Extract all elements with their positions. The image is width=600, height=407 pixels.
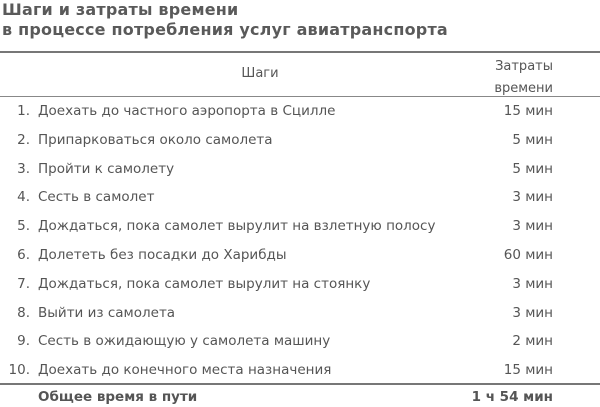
step-time: 15 мин — [503, 362, 553, 379]
table-row: 7. Дождаться, пока самолет вырулит на сто… — [0, 276, 600, 305]
step-number: 3. — [17, 160, 30, 177]
step-time: 60 мин — [503, 247, 553, 263]
header-time-line1: Затраты — [495, 59, 553, 74]
step-text: Припарковаться около самолета — [38, 131, 273, 148]
step-number: 4. — [17, 189, 30, 206]
step-time: 3 мин — [512, 189, 553, 206]
table-row: 5. Дождаться, пока самолет вырулит на взл… — [0, 218, 600, 247]
header-steps: Шаги — [241, 66, 279, 81]
table-row: 6. Долететь без посадки до Харибды 60 мин — [0, 247, 600, 276]
step-number: 7. — [17, 275, 30, 292]
step-text: Сесть в ожидающую у самолета машину — [38, 333, 331, 350]
step-number: 5. — [17, 218, 30, 235]
step-number: 1. — [17, 103, 30, 119]
step-text: Дождаться, пока самолет вырулит на взлет… — [38, 218, 436, 235]
step-time: 3 мин — [512, 304, 553, 321]
step-number: 8. — [17, 304, 30, 321]
step-number: 10. — [8, 362, 30, 379]
step-time: 15 мин — [503, 103, 553, 119]
step-text: Дождаться, пока самолет вырулит на стоян… — [38, 275, 371, 292]
title-line-1: Шаги и затраты времени — [2, 0, 239, 19]
table-row: 10. Доехать до конечного места назначения… — [0, 362, 600, 391]
step-text: Долететь без посадки до Харибды — [38, 247, 287, 263]
step-text: Доехать до частного аэропорта в Сцилле — [38, 103, 336, 119]
step-text: Выйти из самолета — [38, 304, 176, 321]
total-label: Общее время в пути — [38, 389, 198, 405]
step-text: Доехать до конечного места назначения — [38, 362, 332, 379]
header-time-line2: времени — [494, 81, 553, 96]
table-row: 4. Сесть в самолет 3 мин — [0, 189, 600, 218]
step-time: 3 мин — [512, 218, 553, 235]
step-number: 6. — [17, 247, 30, 263]
table-row: 1. Доехать до частного аэропорта в Сцилле… — [0, 103, 600, 132]
header-rule — [0, 96, 600, 97]
table-row: 3. Пройти к самолету 5 мин — [0, 161, 600, 190]
step-text: Сесть в самолет — [38, 189, 155, 206]
total-value: 1 ч 54 мин — [471, 389, 553, 405]
step-number: 9. — [17, 333, 30, 350]
step-number: 2. — [17, 131, 30, 148]
table-row: 8. Выйти из самолета 3 мин — [0, 305, 600, 334]
step-text: Пройти к самолету — [38, 160, 175, 177]
step-time: 2 мин — [512, 333, 553, 350]
title-line-2: в процессе потребления услуг авиатранспо… — [2, 20, 448, 39]
table-row: 2. Припарковаться около самолета 5 мин — [0, 132, 600, 161]
top-rule — [0, 51, 600, 53]
step-time: 5 мин — [512, 160, 553, 177]
step-time: 5 мин — [512, 131, 553, 148]
total-rule — [0, 383, 600, 385]
table-row: 9. Сесть в ожидающую у самолета машину 2 м… — [0, 333, 600, 362]
step-time: 3 мин — [512, 275, 553, 292]
header-time: Затраты времени — [494, 56, 553, 100]
